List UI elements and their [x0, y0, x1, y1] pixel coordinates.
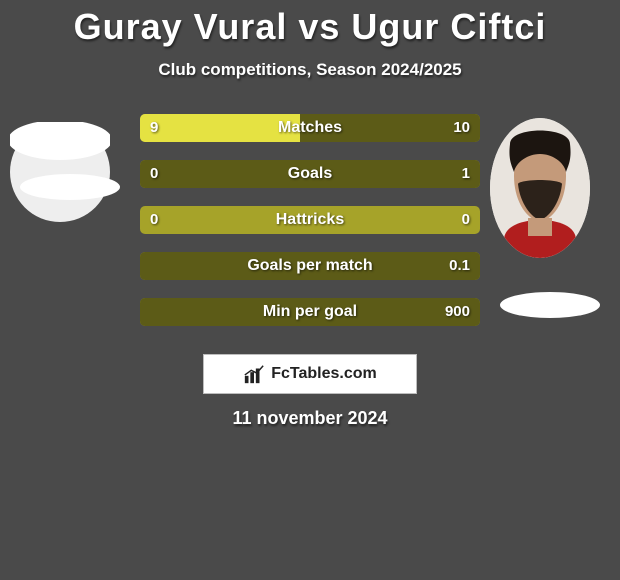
stat-value-right: 0.1 — [449, 252, 470, 280]
stat-value-left: 0 — [150, 206, 158, 234]
stat-row: Min per goal900 — [140, 298, 480, 326]
subtitle: Club competitions, Season 2024/2025 — [0, 60, 620, 80]
date-label: 11 november 2024 — [0, 408, 620, 429]
stat-value-left: 9 — [150, 114, 158, 142]
stat-value-left: 0 — [150, 160, 158, 188]
stat-label: Goals — [140, 160, 480, 188]
stat-value-right: 0 — [462, 206, 470, 234]
bar-chart-icon — [243, 363, 265, 385]
page-title: Guray Vural vs Ugur Ciftci — [0, 0, 620, 48]
stat-row: Goals0 1 — [140, 160, 480, 188]
players-row: Matches910Goals01Hattricks00Goals per ma… — [0, 114, 620, 334]
stat-value-right: 10 — [453, 114, 470, 142]
avatar-photo-icon — [490, 118, 590, 258]
stat-row: Matches9 10 — [140, 114, 480, 142]
avatar-placeholder-icon — [10, 122, 110, 222]
branding-text: FcTables.com — [271, 365, 377, 383]
stat-label: Goals per match — [140, 252, 480, 280]
stat-value-right: 1 — [462, 160, 470, 188]
stat-bars: Matches910Goals01Hattricks00Goals per ma… — [140, 114, 480, 344]
stat-row: Goals per match0.1 — [140, 252, 480, 280]
avatar-shadow-left — [20, 174, 120, 200]
stat-label: Hattricks — [140, 206, 480, 234]
stat-label: Min per goal — [140, 298, 480, 326]
branding-badge: FcTables.com — [203, 354, 417, 394]
avatar-player-left — [10, 122, 110, 222]
comparison-infographic: Guray Vural vs Ugur Ciftci Club competit… — [0, 0, 620, 580]
stat-label: Matches — [140, 114, 480, 142]
stat-value-right: 900 — [445, 298, 470, 326]
avatar-player-right — [490, 118, 590, 258]
stat-row: Hattricks0 0 — [140, 206, 480, 234]
avatar-shadow-right — [500, 292, 600, 318]
